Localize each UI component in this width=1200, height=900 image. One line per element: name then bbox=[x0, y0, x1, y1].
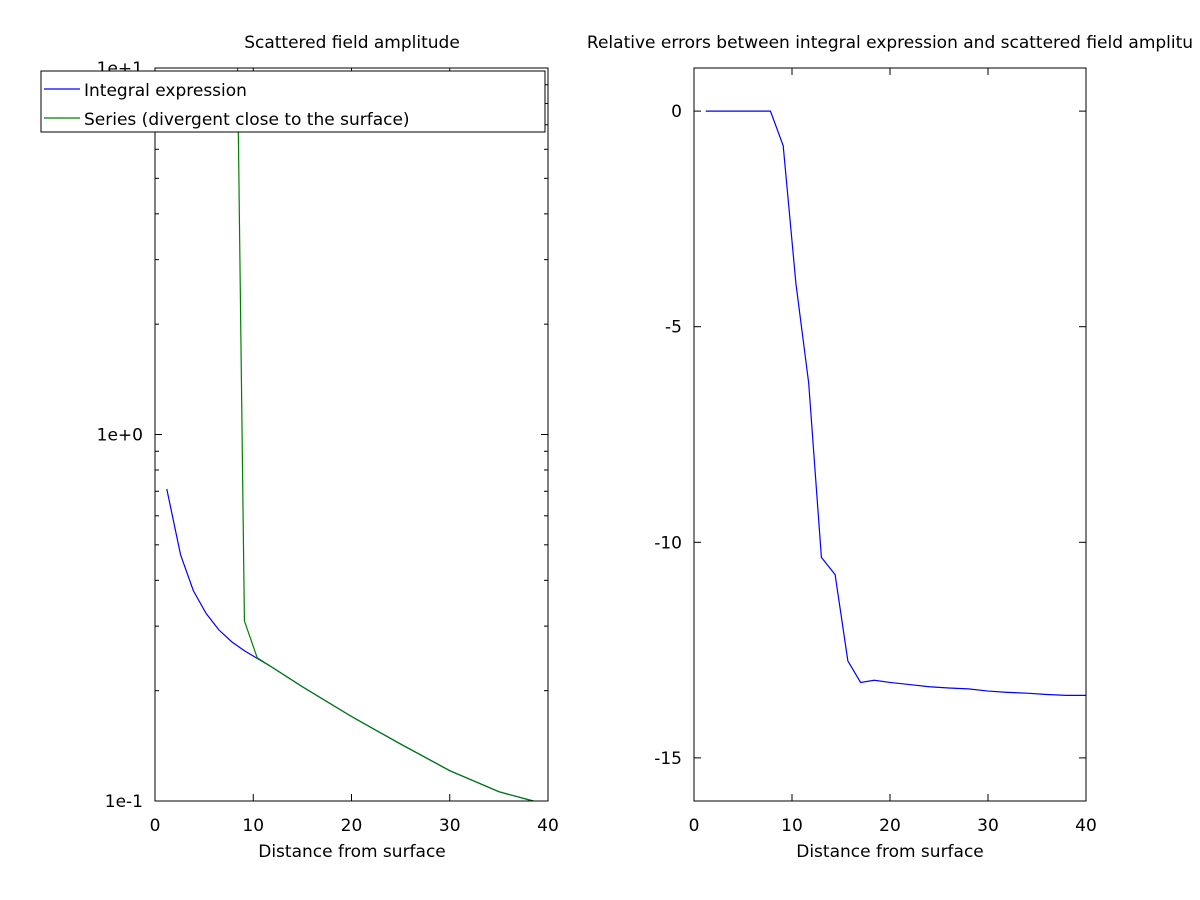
left-series-group bbox=[166, 67, 534, 802]
legend-label-integral-expression: Integral expression bbox=[84, 81, 247, 101]
left-plot-title: Scattered field amplitude bbox=[244, 33, 460, 53]
left-y-tick-label: 1e+0 bbox=[97, 426, 143, 446]
left-x-tick-label: 30 bbox=[439, 816, 461, 836]
legend-label-series: Series (divergent close to the surface) bbox=[84, 110, 410, 130]
left-x-tick-label: 20 bbox=[341, 816, 363, 836]
left-legend: Integral expression Series (divergent cl… bbox=[40, 70, 546, 133]
right-y-tick-label: 0 bbox=[671, 102, 682, 122]
left-x-tick-label: 0 bbox=[150, 816, 161, 836]
right-y-tick-label: -10 bbox=[654, 533, 682, 553]
right-series-group bbox=[705, 110, 1086, 696]
left-x-tick-label: 40 bbox=[537, 816, 559, 836]
left-x-tick-label: 10 bbox=[242, 816, 264, 836]
right-x-tick-label: 20 bbox=[879, 816, 901, 836]
right-x-tick-label: 0 bbox=[689, 816, 700, 836]
right-y-tick-label: -5 bbox=[665, 318, 682, 338]
right-ticks-group: 0 10 20 30 40 0 -5 -10 -15 bbox=[654, 68, 1097, 836]
right-y-tick-label: -15 bbox=[654, 749, 682, 769]
left-y-tick-label: 1e-1 bbox=[105, 792, 143, 812]
right-x-axis-label: Distance from surface bbox=[796, 842, 984, 862]
right-plot-title: Relative errors between integral express… bbox=[587, 33, 1193, 53]
left-series-line-1 bbox=[236, 67, 534, 802]
right-x-tick-label: 10 bbox=[781, 816, 803, 836]
left-x-axis-label: Distance from surface bbox=[258, 842, 446, 862]
legend-box bbox=[40, 70, 546, 133]
scattered-field-amplitude-plot: Scattered field amplitude 0 10 20 30 40 1e-1 1… bbox=[40, 33, 559, 862]
right-x-tick-label: 40 bbox=[1075, 816, 1097, 836]
relative-errors-plot: Relative errors between integral express… bbox=[587, 33, 1193, 862]
right-x-tick-label: 30 bbox=[977, 816, 999, 836]
right-series-line-0 bbox=[705, 110, 1086, 696]
